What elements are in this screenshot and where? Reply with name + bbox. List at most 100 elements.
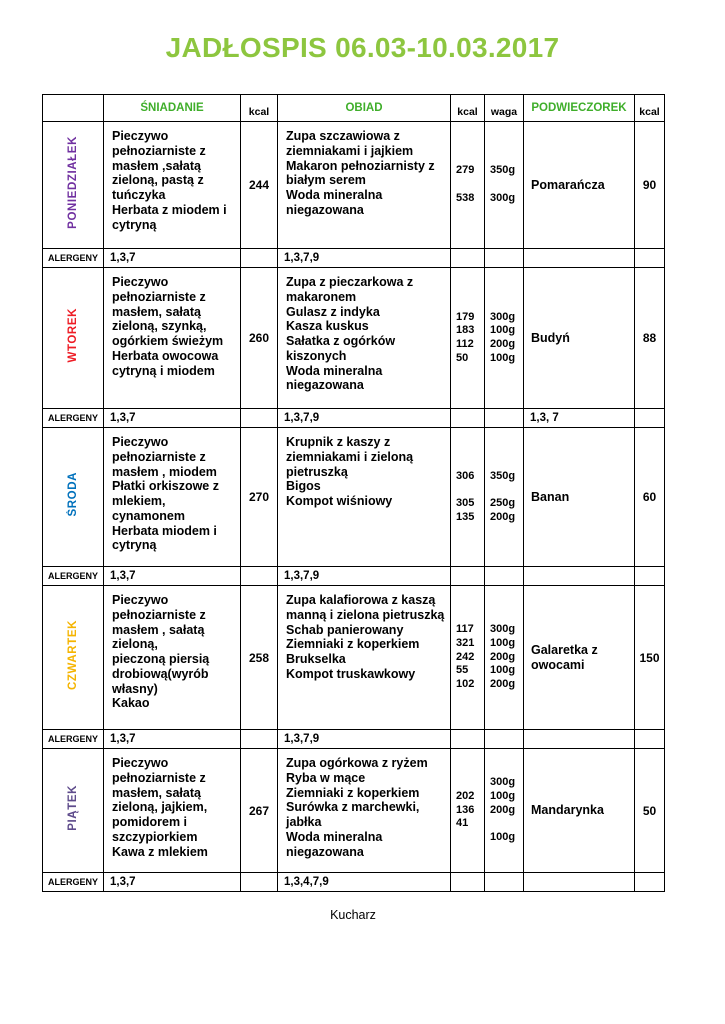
- breakfast-cell: Pieczywo pełnoziarniste z masłem ,sałatą…: [103, 121, 241, 249]
- allergens-label: ALERGENY: [42, 408, 104, 428]
- footer-signature: Kucharz: [330, 908, 376, 922]
- allergens-snack: [523, 566, 635, 586]
- weight-cell: 300g 100g 200g 100g: [484, 748, 524, 873]
- empty-cell: [484, 408, 524, 428]
- snack-kcal-cell: 50: [634, 748, 665, 873]
- allergens-breakfast: 1,3,7: [103, 729, 241, 749]
- header-weight: waga: [484, 94, 524, 122]
- snack-cell: Mandarynka: [523, 748, 635, 873]
- header-lunch: OBIAD: [277, 94, 451, 122]
- weight-cell: 350g 250g 200g: [484, 427, 524, 567]
- weight-cell: 300g 100g 200g 100g: [484, 267, 524, 409]
- allergens-breakfast: 1,3,7: [103, 248, 241, 268]
- breakfast-kcal-cell: 258: [240, 585, 278, 730]
- empty-cell: [484, 248, 524, 268]
- breakfast-cell: Pieczywo pełnoziarniste z masłem, sałatą…: [103, 748, 241, 873]
- page-title: JADŁOSPIS 06.03-10.03.2017: [165, 32, 560, 63]
- day-cell: WTOREK: [42, 267, 104, 409]
- day-label: PIĄTEK: [67, 785, 79, 831]
- snack-cell: Galaretka z owocami: [523, 585, 635, 730]
- breakfast-cell: Pieczywo pełnoziarniste z masłem, sałatą…: [103, 267, 241, 409]
- menu-table: ŚNIADANIE kcal OBIAD kcal waga PODWIECZO…: [42, 94, 665, 892]
- empty-cell: [240, 566, 278, 586]
- allergens-label: ALERGENY: [42, 248, 104, 268]
- empty-cell: [634, 408, 665, 428]
- header-breakfast: ŚNIADANIE: [103, 94, 241, 122]
- lunch-cell: Zupa ogórkowa z ryżem Ryba w mące Ziemni…: [277, 748, 451, 873]
- lunch-cell: Zupa szczawiowa z ziemniakami i jajkiem …: [277, 121, 451, 249]
- weight-cell: 300g 100g 200g 100g 200g: [484, 585, 524, 730]
- empty-cell: [484, 729, 524, 749]
- allergens-lunch: 1,3,7,9: [277, 408, 451, 428]
- allergens-snack: [523, 248, 635, 268]
- header-snack: PODWIECZOREK: [523, 94, 635, 122]
- header-kcal-lunch: kcal: [450, 94, 485, 122]
- allergens-row-thursday: ALERGENY 1,3,7 1,3,7,9: [42, 729, 665, 749]
- day-row-thursday: CZWARTEK Pieczywo pełnoziarniste z masłe…: [42, 585, 665, 730]
- allergens-label: ALERGENY: [42, 872, 104, 892]
- day-label: WTOREK: [67, 308, 79, 363]
- empty-cell: [484, 872, 524, 892]
- empty-cell: [240, 729, 278, 749]
- empty-cell: [450, 729, 485, 749]
- lunch-kcal-cell: 202 136 41: [450, 748, 485, 873]
- empty-cell: [450, 566, 485, 586]
- lunch-cell: Zupa kalafiorowa z kaszą manną i zielona…: [277, 585, 451, 730]
- day-row-wednesday: ŚRODA Pieczywo pełnoziarniste z masłem ,…: [42, 427, 665, 567]
- snack-kcal-cell: 88: [634, 267, 665, 409]
- day-label: CZWARTEK: [67, 620, 79, 690]
- day-row-monday: PONIEDZIAŁEK Pieczywo pełnoziarniste z m…: [42, 121, 665, 249]
- empty-cell: [634, 872, 665, 892]
- lunch-kcal-cell: 306 305 135: [450, 427, 485, 567]
- allergens-breakfast: 1,3,7: [103, 566, 241, 586]
- breakfast-cell: Pieczywo pełnoziarniste z masłem , sałat…: [103, 585, 241, 730]
- breakfast-kcal-cell: 267: [240, 748, 278, 873]
- lunch-cell: Zupa z pieczarkowa z makaronem Gulasz z …: [277, 267, 451, 409]
- allergens-row-friday: ALERGENY 1,3,7 1,3,4,7,9: [42, 872, 665, 892]
- menu-page: JADŁOSPIS 06.03-10.03.2017 ŚNIADANIE kca…: [42, 32, 665, 922]
- empty-cell: [450, 248, 485, 268]
- day-cell: ŚRODA: [42, 427, 104, 567]
- empty-cell: [484, 566, 524, 586]
- lunch-kcal-cell: 117 321 242 55 102: [450, 585, 485, 730]
- allergens-lunch: 1,3,7,9: [277, 248, 451, 268]
- empty-cell: [240, 872, 278, 892]
- snack-cell: Pomarańcza: [523, 121, 635, 249]
- allergens-lunch: 1,3,7,9: [277, 729, 451, 749]
- allergens-label: ALERGENY: [42, 729, 104, 749]
- day-row-friday: PIĄTEK Pieczywo pełnoziarniste z masłem,…: [42, 748, 665, 873]
- allergens-lunch: 1,3,4,7,9: [277, 872, 451, 892]
- empty-cell: [240, 408, 278, 428]
- allergens-row-monday: ALERGENY 1,3,7 1,3,7,9: [42, 248, 665, 268]
- empty-cell: [450, 408, 485, 428]
- lunch-kcal-cell: 179 183 112 50: [450, 267, 485, 409]
- header-kcal-breakfast: kcal: [240, 94, 278, 122]
- allergens-snack: [523, 729, 635, 749]
- empty-cell: [634, 566, 665, 586]
- day-cell: PIĄTEK: [42, 748, 104, 873]
- snack-cell: Budyń: [523, 267, 635, 409]
- empty-cell: [634, 729, 665, 749]
- empty-cell: [450, 872, 485, 892]
- allergens-breakfast: 1,3,7: [103, 872, 241, 892]
- allergens-snack: 1,3, 7: [523, 408, 635, 428]
- allergens-snack: [523, 872, 635, 892]
- header-day-empty: [42, 94, 104, 122]
- allergens-lunch: 1,3,7,9: [277, 566, 451, 586]
- allergens-breakfast: 1,3,7: [103, 408, 241, 428]
- day-row-tuesday: WTOREK Pieczywo pełnoziarniste z masłem,…: [42, 267, 665, 409]
- day-cell: CZWARTEK: [42, 585, 104, 730]
- snack-kcal-cell: 60: [634, 427, 665, 567]
- weight-cell: 350g 300g: [484, 121, 524, 249]
- allergens-label: ALERGENY: [42, 566, 104, 586]
- lunch-cell: Krupnik z kaszy z ziemniakami i zieloną …: [277, 427, 451, 567]
- breakfast-kcal-cell: 260: [240, 267, 278, 409]
- breakfast-kcal-cell: 270: [240, 427, 278, 567]
- snack-kcal-cell: 150: [634, 585, 665, 730]
- snack-kcal-cell: 90: [634, 121, 665, 249]
- snack-cell: Banan: [523, 427, 635, 567]
- allergens-row-wednesday: ALERGENY 1,3,7 1,3,7,9: [42, 566, 665, 586]
- header-kcal-snack: kcal: [634, 94, 665, 122]
- day-label: PONIEDZIAŁEK: [67, 136, 79, 229]
- breakfast-cell: Pieczywo pełnoziarniste z masłem , miode…: [103, 427, 241, 567]
